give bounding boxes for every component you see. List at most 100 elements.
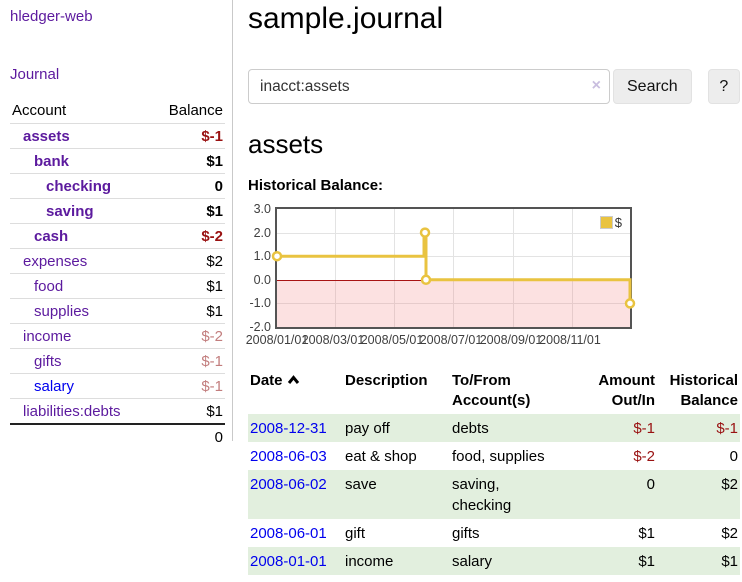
search-input[interactable] <box>248 69 610 104</box>
y-tick-label: -1.0 <box>249 296 271 311</box>
transaction-date-link[interactable]: 2008-06-01 <box>250 524 327 542</box>
transaction-accounts: debts <box>452 419 489 437</box>
transaction-amount: $-2 <box>633 447 655 465</box>
transaction-balance: $1 <box>721 552 738 570</box>
data-point <box>624 298 636 309</box>
y-tick-label: 3.0 <box>253 202 271 216</box>
x-tick-label: 2008/05/01 <box>360 333 424 347</box>
header-date[interactable]: Date <box>248 368 345 414</box>
accounts-total-row: 0 <box>10 423 225 449</box>
x-tick-label: 2008/01/01 <box>245 333 309 347</box>
chevron-up-icon <box>287 371 300 391</box>
section-title: assets <box>248 129 324 159</box>
x-tick-label: 2008/11/01 <box>539 333 601 347</box>
data-point <box>420 274 432 286</box>
transaction-description: save <box>345 475 377 493</box>
account-row: bank $1 <box>10 148 225 174</box>
account-link-assets[interactable]: assets <box>23 127 70 145</box>
legend-label: $ <box>614 215 622 230</box>
transaction-date-link[interactable]: 2008-01-01 <box>250 552 327 570</box>
account-balance: $1 <box>150 273 225 299</box>
help-button[interactable]: ? <box>707 69 740 104</box>
gridline <box>572 209 573 327</box>
account-row: expenses $2 <box>10 248 225 274</box>
account-balance: $-1 <box>150 348 225 374</box>
x-tick-label: 2008/03/01 <box>301 333 365 347</box>
transaction-amount: 0 <box>646 475 655 493</box>
account-balance: 0 <box>150 173 225 199</box>
y-tick-label: 1.0 <box>253 249 271 264</box>
account-link-cash[interactable]: cash <box>34 227 69 245</box>
gridline <box>335 209 336 327</box>
accounts-table: Account Balance assets $-1 bank $1 check… <box>10 98 225 449</box>
clear-search-icon[interactable]: × <box>591 77 601 94</box>
header-description: Description <box>345 372 428 389</box>
account-row: assets $-1 <box>10 123 225 149</box>
sidebar-item-journal[interactable]: Journal <box>10 66 60 83</box>
transaction-row: 2008-06-01 gift gifts $1 $2 <box>248 519 740 547</box>
transaction-amount: $1 <box>638 552 655 570</box>
transaction-balance: $2 <box>721 524 738 542</box>
gridline <box>277 256 630 258</box>
transaction-amount: $-1 <box>633 419 655 437</box>
transaction-accounts: gifts <box>452 524 480 542</box>
gridline <box>453 209 454 327</box>
transaction-description: income <box>345 552 394 570</box>
y-tick-label: -2.0 <box>249 320 271 334</box>
account-link-checking[interactable]: checking <box>46 177 112 195</box>
account-link-gifts[interactable]: gifts <box>34 352 62 370</box>
data-point <box>271 250 283 262</box>
accounts-total-balance: 0 <box>150 423 225 449</box>
y-tick-label: 2.0 <box>253 225 271 240</box>
transaction-row: 2008-06-02 save saving, checking 0 $2 <box>248 470 740 519</box>
account-link-income[interactable]: income <box>23 327 72 345</box>
transaction-balance: 0 <box>729 447 738 465</box>
accounts-header-account: Account <box>12 102 67 119</box>
register-header-row: Date Description To/From Account(s) Amoun… <box>248 368 740 414</box>
account-balance: $-1 <box>150 373 225 399</box>
balance-series-line <box>271 227 636 309</box>
account-link-saving[interactable]: saving <box>46 202 94 220</box>
historical-balance-chart: 3.0 2.0 1.0 0.0 -1.0 -2.0 <box>245 202 665 351</box>
account-link-liabilities-debts[interactable]: liabilities:debts <box>23 402 121 420</box>
header-amount: Amount Out/In <box>598 372 655 409</box>
transaction-date-link[interactable]: 2008-12-31 <box>250 419 327 437</box>
gridline <box>394 209 395 327</box>
chart-legend: $ <box>597 214 624 231</box>
transaction-row: 2008-01-01 income salary $1 $1 <box>248 547 740 575</box>
transaction-date-link[interactable]: 2008-06-03 <box>250 447 327 465</box>
account-row: salary $-1 <box>10 373 225 399</box>
chart-plot-area: $ <box>271 207 636 329</box>
transaction-date-link[interactable]: 2008-06-02 <box>250 475 327 493</box>
page-title: sample.journal <box>248 2 444 35</box>
app-brand-link[interactable]: hledger-web <box>10 8 93 25</box>
account-link-bank[interactable]: bank <box>34 152 70 170</box>
account-row: cash $-2 <box>10 223 225 249</box>
x-tick-label: 2008/07/01 <box>419 333 483 347</box>
account-link-salary[interactable]: salary <box>34 377 75 395</box>
account-row: income $-2 <box>10 323 225 349</box>
account-balance: $-1 <box>150 123 225 149</box>
main-content: sample.journal × Search ? assets Histori… <box>245 0 740 575</box>
transaction-row: 2008-12-31 pay off debts $-1 $-1 <box>248 414 740 442</box>
account-balance: $2 <box>150 248 225 274</box>
account-link-supplies[interactable]: supplies <box>34 302 90 320</box>
account-row: gifts $-1 <box>10 348 225 374</box>
accounts-header-balance: Balance <box>168 102 223 119</box>
account-balance: $-2 <box>150 323 225 349</box>
search-button[interactable]: Search <box>613 69 692 104</box>
account-balance: $1 <box>150 148 225 174</box>
register-table: Date Description To/From Account(s) Amoun… <box>248 368 740 575</box>
transaction-description: gift <box>345 524 366 542</box>
account-link-expenses[interactable]: expenses <box>23 252 88 270</box>
header-tofrom: To/From Account(s) <box>452 372 531 409</box>
account-link-food[interactable]: food <box>34 277 64 295</box>
x-tick-label: 2008/09/01 <box>479 333 543 347</box>
chart-heading: Historical Balance: <box>248 177 384 194</box>
account-balance: $-2 <box>150 223 225 249</box>
gridline <box>277 232 630 234</box>
sidebar: hledger-web Journal Account Balance asse… <box>0 0 233 449</box>
transaction-balance: $-1 <box>716 419 738 437</box>
header-balance: Historical Balance <box>669 372 738 409</box>
